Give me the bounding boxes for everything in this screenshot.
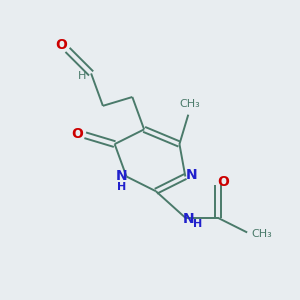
Text: N: N — [115, 169, 127, 184]
Text: H: H — [193, 219, 202, 229]
Text: CH₃: CH₃ — [179, 99, 200, 109]
Text: H: H — [116, 182, 126, 192]
Text: H: H — [77, 71, 86, 81]
Text: O: O — [56, 38, 68, 52]
Text: O: O — [71, 127, 83, 141]
Text: N: N — [182, 212, 194, 226]
Text: CH₃: CH₃ — [252, 229, 272, 239]
Text: N: N — [186, 168, 198, 182]
Text: O: O — [218, 176, 230, 189]
